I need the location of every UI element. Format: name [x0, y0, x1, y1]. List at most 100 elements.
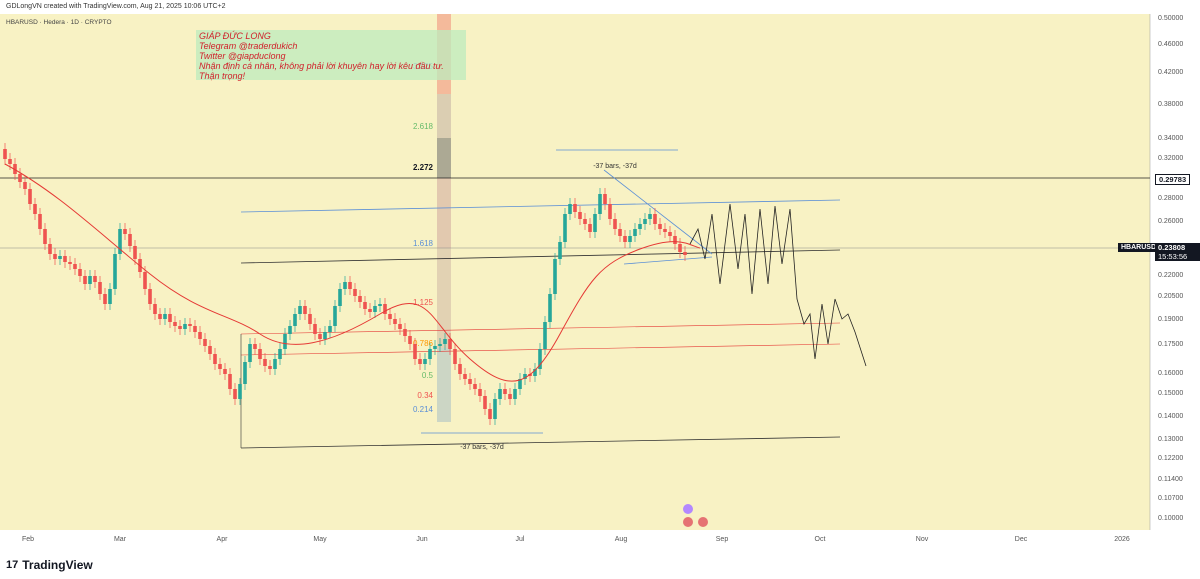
- candle-body: [468, 379, 472, 384]
- candle-body: [58, 256, 62, 259]
- candle-body: [248, 344, 252, 362]
- candle-body: [68, 262, 72, 264]
- candle-body: [83, 276, 87, 284]
- candle-body: [413, 344, 417, 359]
- triangle-top: [603, 169, 713, 255]
- candle-body: [153, 304, 157, 314]
- candle-body: [608, 204, 612, 219]
- us-flag-event-icon: [683, 517, 693, 527]
- candle-body: [3, 149, 7, 159]
- candle-body: [158, 314, 162, 319]
- candle-body: [228, 374, 232, 389]
- candle-body: [113, 254, 117, 289]
- candle-body: [603, 194, 607, 204]
- candle-body: [598, 194, 602, 214]
- candle-body: [533, 369, 537, 376]
- x-tick-label: Nov: [916, 536, 929, 543]
- y-tick-label: 0.11400: [1158, 476, 1183, 483]
- candle-body: [163, 314, 167, 319]
- fib-zone-mid: [437, 178, 451, 248]
- symbol-title: HBARUSD · Hedera · 1D · CRYPTO: [6, 19, 112, 26]
- candle-body: [678, 244, 682, 252]
- candle-body: [253, 344, 257, 349]
- candle-body: [648, 214, 652, 219]
- fib-level-label: 0.214: [413, 405, 434, 414]
- red-line-upper: [240, 322, 841, 335]
- x-tick-label: Jun: [416, 536, 427, 543]
- fib-zone-low: [437, 248, 451, 348]
- y-tick-label: 0.16000: [1158, 370, 1183, 377]
- candle-body: [493, 399, 497, 419]
- candle-body: [213, 354, 217, 364]
- candle-body: [558, 242, 562, 259]
- candle-body: [503, 389, 507, 394]
- candle-body: [568, 204, 572, 214]
- candle-body: [593, 214, 597, 232]
- candle-body: [398, 324, 402, 329]
- candle-body: [668, 232, 672, 236]
- fib-level-label: 2.618: [413, 122, 434, 131]
- y-tick-label: 0.42000: [1158, 69, 1183, 76]
- symbol-tag: HBARUSD: [1118, 243, 1159, 252]
- tradingview-logo-text: TradingView: [22, 558, 93, 572]
- candle-body: [333, 306, 337, 326]
- candle-body: [278, 349, 282, 359]
- x-tick-label: Aug: [615, 536, 628, 543]
- x-tick-label: Oct: [815, 536, 826, 543]
- price-tag-current: 0.23808 15:53:56: [1155, 243, 1200, 261]
- candle-body: [543, 322, 547, 349]
- candle-body: [653, 214, 657, 224]
- candle-body: [438, 344, 442, 346]
- candle-body: [103, 294, 107, 304]
- channel-bottom-line: [240, 436, 841, 449]
- x-tick-label: Jul: [516, 536, 525, 543]
- candle-body: [488, 409, 492, 419]
- candle-body: [368, 309, 372, 312]
- x-tick-label: Dec: [1015, 536, 1028, 543]
- plot-background: [0, 14, 1150, 530]
- candle-body: [118, 229, 122, 254]
- candle-body: [383, 304, 387, 314]
- candle-body: [463, 374, 467, 379]
- candle-body: [408, 336, 412, 344]
- candle-body: [418, 359, 422, 364]
- tradingview-logo[interactable]: 17 TradingView: [6, 558, 93, 572]
- candle-body: [423, 359, 427, 364]
- candle-body: [358, 296, 362, 302]
- lightning-event-icon: [683, 504, 693, 514]
- y-tick-label: 0.12200: [1158, 455, 1183, 462]
- candle-body: [18, 174, 22, 182]
- y-tick-label: 0.19000: [1158, 316, 1183, 323]
- y-tick-label: 0.34000: [1158, 135, 1183, 142]
- candle-body: [303, 306, 307, 314]
- candle-body: [458, 364, 462, 374]
- y-tick-label: 0.22000: [1158, 272, 1183, 279]
- fib-zone-dark: [437, 138, 451, 178]
- candle-body: [48, 244, 52, 254]
- candle-body: [393, 319, 397, 324]
- candle-body: [563, 214, 567, 242]
- candle-body: [208, 346, 212, 354]
- fib-level-label: 1.618: [413, 239, 434, 248]
- price-chart[interactable]: 0.50000 0.46000 0.42000 0.38000 0.34000 0.320…: [0, 14, 1200, 553]
- y-tick-label: 0.14000: [1158, 413, 1183, 420]
- candle-body: [173, 322, 177, 326]
- candle-body: [283, 334, 287, 349]
- candle-body: [548, 294, 552, 322]
- price-tag-level: 0.29783: [1155, 174, 1191, 185]
- candle-body: [233, 389, 237, 399]
- footer: 17 TradingView: [0, 553, 1200, 579]
- fib-level-label: 2.272: [413, 163, 434, 172]
- note-line-caution: Thận trọng!: [199, 71, 246, 81]
- fib-zone: [437, 94, 451, 138]
- candle-body: [623, 236, 627, 242]
- author-note: GIÁP ĐỨC LONG Telegram @traderdukich Twi…: [196, 30, 466, 81]
- candle-body: [318, 334, 322, 339]
- x-tick-label: Mar: [114, 536, 127, 543]
- fib-zone-bottom: [437, 348, 451, 422]
- candle-body: [518, 379, 522, 389]
- candle-body: [223, 369, 227, 374]
- candle-body: [478, 389, 482, 396]
- candle-body: [363, 302, 367, 309]
- candle-body: [308, 314, 312, 324]
